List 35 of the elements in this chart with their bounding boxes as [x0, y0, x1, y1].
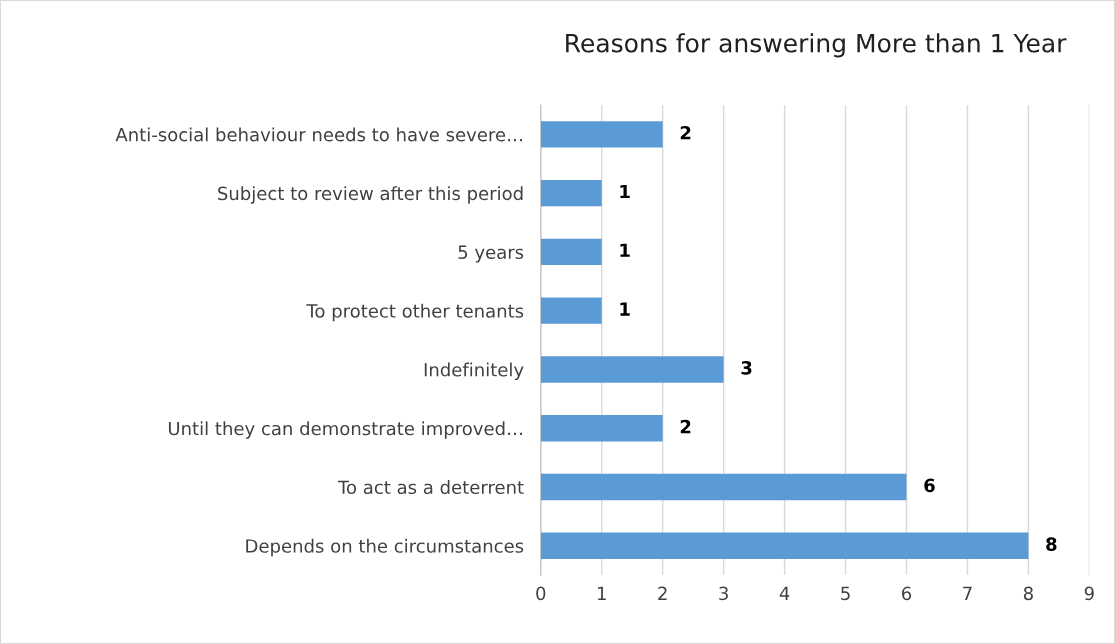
x-tick-label: 3	[719, 586, 728, 601]
data-label: 2	[680, 419, 691, 434]
bar	[540, 121, 663, 148]
y-tick-label: Until they can demonstrate improved…	[168, 421, 523, 439]
x-tick-label: 9	[1084, 586, 1094, 601]
bar	[540, 356, 724, 383]
x-tick-label: 5	[841, 586, 850, 601]
x-tick-label: 6	[902, 586, 912, 601]
data-label: 2	[680, 125, 691, 140]
data-label: 8	[1046, 537, 1057, 551]
x-tick-label: 2	[658, 586, 667, 600]
y-tick-label: Depends on the circumstances	[246, 538, 524, 557]
x-tick-label: 8	[1023, 586, 1033, 601]
data-label: 1	[620, 302, 630, 316]
y-tick-label: Subject to review after this period	[218, 186, 523, 204]
y-tick-label: To act as a deterrent	[337, 480, 524, 495]
y-tick-label: To protect other tenants	[306, 303, 524, 322]
data-label: 1	[620, 243, 630, 257]
y-tick-label: Indefinitely	[424, 362, 524, 381]
x-tick-label: 7	[963, 586, 972, 600]
x-tick-label: 1	[597, 586, 606, 600]
x-tick-label: 0	[536, 586, 546, 601]
y-tick-label: 5 years	[458, 245, 524, 263]
data-label: 6	[924, 478, 935, 493]
bar	[540, 532, 1029, 559]
bar	[540, 238, 602, 266]
y-tick-label: Anti-social behaviour needs to have severe…	[115, 127, 523, 142]
bar	[540, 473, 907, 501]
x-tick-label: 4	[779, 586, 790, 600]
data-label: 3	[741, 361, 752, 375]
bar	[540, 414, 663, 442]
bar	[540, 297, 602, 324]
data-label: 1	[620, 184, 630, 199]
bar	[540, 179, 602, 207]
chart-title: Reasons for answering More than 1 Year	[566, 33, 1067, 58]
